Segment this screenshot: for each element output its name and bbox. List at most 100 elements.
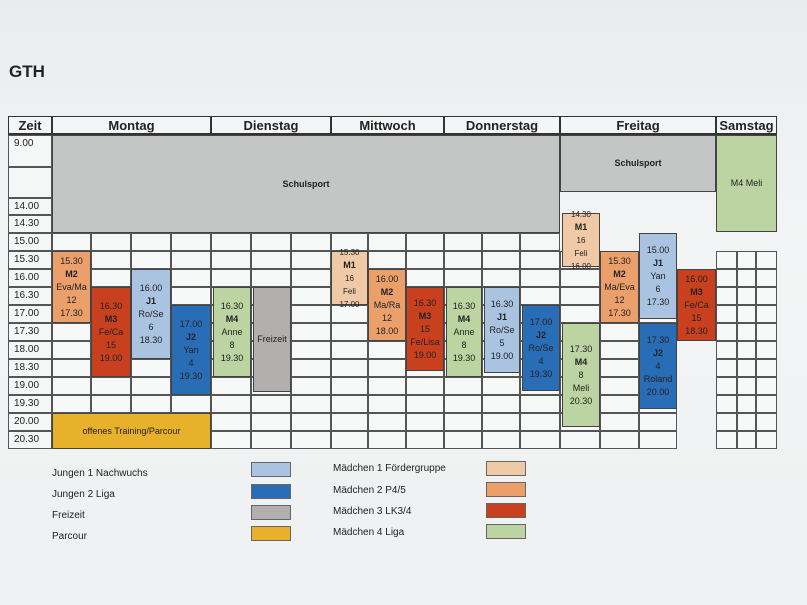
- grid-cell: [406, 431, 444, 449]
- grid-cell: [600, 377, 639, 395]
- mon-parcour-block: offenes Training/Parcour: [52, 413, 211, 449]
- day-header-5: Samstag: [716, 116, 777, 135]
- grid-cell: [482, 377, 520, 395]
- block-line: 16.00: [375, 273, 399, 284]
- block-line: M4: [225, 313, 239, 324]
- grid-cell: [211, 413, 251, 431]
- grid-cell: [600, 431, 639, 449]
- grid-cell: [444, 233, 482, 251]
- block-line: 19.30: [220, 352, 244, 363]
- block-line: 17.30: [608, 307, 631, 318]
- block-line: 4: [655, 360, 661, 371]
- grid-cell: [406, 413, 444, 431]
- block-line: 12: [381, 312, 392, 323]
- grid-cell: [716, 413, 737, 431]
- grid-cell: [171, 287, 211, 305]
- legend-swatch-m4: [486, 524, 526, 539]
- grid-cell: [211, 431, 251, 449]
- day-header-4: Freitag: [560, 116, 716, 135]
- grid-cell: [600, 323, 639, 341]
- thu-j1-block: 16.30 J1 Ro/Se 5 19.00: [484, 287, 520, 373]
- grid-cell: [482, 251, 520, 269]
- block-line: 15.30: [60, 255, 83, 266]
- grid-cell: [291, 341, 331, 359]
- block-line: 17.00: [529, 316, 553, 327]
- time-cell: 15.30: [8, 251, 52, 269]
- legend-swatch-j1: [251, 462, 291, 477]
- block-line: 4: [188, 357, 194, 368]
- grid-cell: [368, 251, 406, 269]
- block-line: M4: [574, 356, 588, 367]
- grid-cell: [756, 323, 777, 341]
- legend-label-freizeit: Freizeit: [52, 510, 85, 521]
- grid-cell: [716, 269, 737, 287]
- mon-m2-block: 15.30 M2 Eva/Ma 12 17.30: [52, 251, 91, 323]
- grid-cell: [91, 377, 131, 395]
- grid-cell: [444, 269, 482, 287]
- grid-cell: [716, 287, 737, 305]
- tue-m4-block: 16.30 M4 Anne 8 19.30: [213, 287, 251, 377]
- grid-cell: [716, 395, 737, 413]
- block-line: 15.00: [646, 244, 670, 255]
- block-line: 17.00: [339, 299, 360, 309]
- sat-m4-block: M4 Meli: [716, 135, 777, 232]
- block-line: Meli: [572, 382, 590, 393]
- mon-j2-block: 17.00 J2 Yan 4 19.30: [171, 305, 211, 395]
- grid-cell: [52, 359, 91, 377]
- grid-cell: [737, 413, 756, 431]
- grid-cell: [211, 377, 251, 395]
- block-line: 17.30: [646, 296, 670, 307]
- time-cell: 17.30: [8, 323, 52, 341]
- block-line: M2: [613, 268, 626, 279]
- block-line: J1: [496, 311, 507, 322]
- zeit-header: Zeit: [8, 116, 52, 135]
- thu-m4-block: 16.30 M4 Anne 8 19.30: [446, 287, 482, 377]
- grid-cell: [600, 359, 639, 377]
- time-cell: 20.00: [8, 413, 52, 431]
- block-line: 12: [614, 294, 625, 305]
- time-cell: 20.30: [8, 431, 52, 449]
- block-line: 16.30: [452, 300, 476, 311]
- block-line: 19.30: [179, 370, 203, 381]
- grid-cell: [520, 233, 560, 251]
- grid-cell: [251, 413, 291, 431]
- grid-cell: [291, 377, 331, 395]
- block-line: 16.30: [220, 300, 244, 311]
- block-line: 16.00: [685, 273, 708, 284]
- grid-cell: [251, 431, 291, 449]
- block-line: M1: [574, 221, 588, 232]
- day-header-3: Donnerstag: [444, 116, 560, 135]
- block-line: J1: [652, 257, 663, 268]
- block-line: Ma/Ra: [373, 299, 401, 310]
- grid-cell: [716, 431, 737, 449]
- grid-cell: [171, 251, 211, 269]
- grid-cell: [482, 413, 520, 431]
- grid-cell: [171, 395, 211, 413]
- grid-cell: [331, 413, 368, 431]
- grid-cell: [482, 269, 520, 287]
- block-line: 16: [345, 273, 354, 283]
- block-line: 8: [229, 339, 235, 350]
- block-line: Ma/Eva: [604, 281, 635, 292]
- legend-label-m4: Mädchen 4 Liga: [333, 527, 405, 538]
- grid-cell: [291, 287, 331, 305]
- block-line: 19.00: [413, 349, 437, 360]
- grid-cell: [211, 233, 251, 251]
- grid-cell: [756, 341, 777, 359]
- block-line: 16.00: [139, 282, 163, 293]
- grid-cell: [291, 413, 331, 431]
- grid-cell: [737, 251, 756, 269]
- block-line: J2: [652, 347, 663, 358]
- block-line: 5: [499, 337, 505, 348]
- grid-cell: [560, 305, 600, 323]
- thu-j2-block: 17.00 J2 Ro/Se 4 19.30: [522, 305, 560, 391]
- grid-cell: [331, 395, 368, 413]
- block-line: 19.30: [529, 368, 553, 379]
- grid-cell: [368, 413, 406, 431]
- fri-j2-block: 17.30 J2 4 Roland 20.00: [639, 323, 677, 409]
- grid-cell: [737, 395, 756, 413]
- grid-cell: [368, 431, 406, 449]
- block-line: 15: [419, 323, 430, 334]
- time-cell: 19.00: [8, 377, 52, 395]
- legend-label-m3: Mädchen 3 LK3/4: [333, 506, 412, 517]
